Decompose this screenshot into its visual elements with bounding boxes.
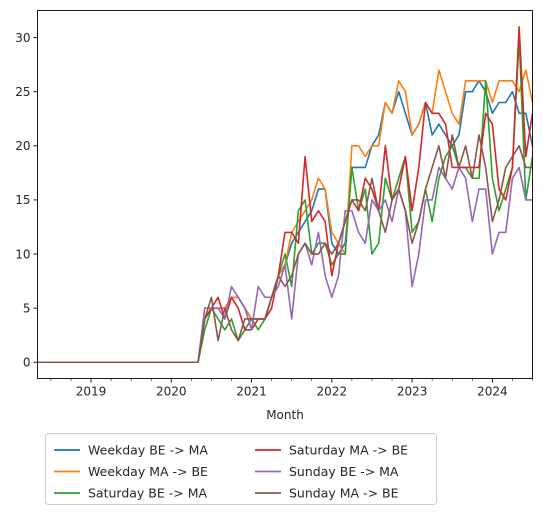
y-tick-label: 0 xyxy=(23,356,31,370)
series-line-6 xyxy=(37,134,533,364)
legend-label: Sunday MA -> BE xyxy=(289,486,399,501)
x-tick-label: 2019 xyxy=(76,385,107,399)
series-line-5 xyxy=(37,166,533,364)
legend-box xyxy=(45,433,437,505)
y-tick-label: 10 xyxy=(15,247,30,261)
legend-label: Weekday BE -> MA xyxy=(88,443,208,458)
x-axis-title: Month xyxy=(266,408,304,422)
x-tick-label: 2024 xyxy=(477,385,508,399)
series-line-3 xyxy=(37,36,534,364)
x-tick-label: 2020 xyxy=(156,385,187,399)
legend-label: Saturday MA -> BE xyxy=(289,443,408,458)
plot-frame xyxy=(37,10,533,379)
y-axis: 0 5 10 15 20 25 30 xyxy=(15,31,38,370)
legend-label: Weekday MA -> BE xyxy=(88,464,208,479)
series-line-2 xyxy=(37,69,534,364)
y-tick-label: 20 xyxy=(15,139,30,153)
x-axis: 2019 2020 2021 2022 2023 2024 xyxy=(50,378,533,399)
legend-label: Sunday BE -> MA xyxy=(289,464,399,479)
series-line-4 xyxy=(37,25,534,364)
y-tick-label: 25 xyxy=(15,85,30,99)
y-tick-label: 30 xyxy=(15,31,30,45)
legend: Weekday BE -> MA Weekday MA -> BE Saturday… xyxy=(45,433,437,505)
x-tick-label: 2023 xyxy=(397,385,428,399)
x-tick-label: 2021 xyxy=(236,385,267,399)
y-tick-label: 5 xyxy=(23,301,31,315)
x-tick-label: 2022 xyxy=(317,385,348,399)
y-tick-label: 15 xyxy=(15,193,30,207)
legend-label: Saturday BE -> MA xyxy=(88,486,207,501)
series-lines xyxy=(37,25,534,364)
